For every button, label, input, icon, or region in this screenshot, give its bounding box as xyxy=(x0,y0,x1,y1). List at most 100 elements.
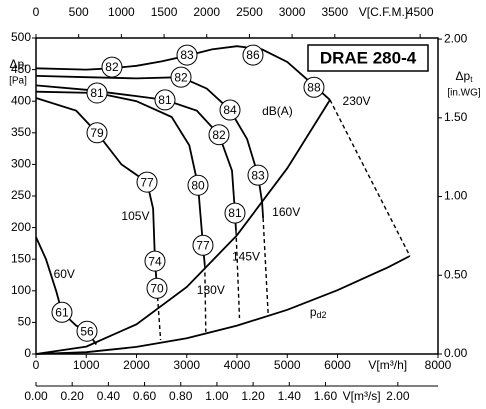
x2-tick-label: 4500 xyxy=(407,5,434,19)
db-marker xyxy=(144,250,166,272)
annotation-text: 230V xyxy=(343,94,371,108)
annotation-text: p xyxy=(310,305,317,319)
x3-tick-label: 2.00 xyxy=(386,389,410,403)
y-tick-label: 100 xyxy=(11,283,31,297)
db-label: 81 xyxy=(90,86,104,100)
curve xyxy=(35,75,264,219)
db-label: 82 xyxy=(174,70,188,84)
db-marker xyxy=(187,174,209,196)
db-label: 83 xyxy=(180,48,194,62)
title-box xyxy=(307,44,429,72)
db-marker xyxy=(176,44,198,66)
x2-tick-label: 3500 xyxy=(321,5,348,19)
db-marker xyxy=(101,56,123,78)
annotation: 130V xyxy=(197,283,225,297)
curve xyxy=(156,297,162,341)
db-marker xyxy=(219,99,241,121)
curve xyxy=(204,265,207,332)
x2-axis-label: V[C.F.M.] xyxy=(359,5,408,19)
x2-tick-label: 2500 xyxy=(236,5,263,19)
db-label: 74 xyxy=(148,254,162,268)
annotation: 60V xyxy=(54,267,75,281)
axis-label-unit: [Pa] xyxy=(9,76,27,87)
x-tick-label: 6000 xyxy=(324,358,351,372)
db-marker xyxy=(170,66,192,88)
curve xyxy=(35,99,331,355)
y-tick-label: 200 xyxy=(11,220,31,234)
db-marker xyxy=(146,277,168,299)
annotation: 105V xyxy=(121,209,149,223)
curve xyxy=(262,218,269,315)
x-tick-label: 0 xyxy=(33,358,40,372)
y2-tick-label: 0.50 xyxy=(444,267,468,281)
annotation-text: 130V xyxy=(197,283,225,297)
x-tick-label: 2000 xyxy=(123,358,150,372)
x3-tick-label: 0.80 xyxy=(169,389,193,403)
x3-tick-label: 0.40 xyxy=(97,389,121,403)
curve xyxy=(35,255,411,355)
annotation-text: dB(A) xyxy=(262,104,293,118)
y-tick-label: 350 xyxy=(11,125,31,139)
chart-title: DRAE 280-4 xyxy=(320,48,417,67)
db-label: 82 xyxy=(212,128,226,142)
curve xyxy=(235,230,241,319)
x2-tick-label: 3000 xyxy=(279,5,306,19)
y-tick-label: 500 xyxy=(11,30,31,44)
annotation-text: 145V xyxy=(232,249,260,263)
curve xyxy=(329,99,411,257)
x2-tick-label: 1000 xyxy=(108,5,135,19)
db-marker xyxy=(224,202,246,224)
db-marker xyxy=(86,82,108,104)
x2-tick-label: 2000 xyxy=(193,5,220,19)
x-tick-label: 5000 xyxy=(274,358,301,372)
db-marker xyxy=(192,234,214,256)
db-label: 80 xyxy=(191,178,205,192)
db-label: 86 xyxy=(246,48,260,62)
y2-tick-label: 0.00 xyxy=(444,346,468,360)
annotation-text: 105V xyxy=(121,209,149,223)
db-marker xyxy=(208,124,230,146)
curve xyxy=(35,90,206,266)
db-label: 83 xyxy=(251,168,265,182)
x-tick-label: 4000 xyxy=(224,358,251,372)
x3-tick-label: 1.00 xyxy=(205,389,229,403)
x3-tick-label: 0.60 xyxy=(133,389,157,403)
db-label: 84 xyxy=(223,103,237,117)
annotation: 230V xyxy=(343,94,371,108)
db-marker xyxy=(303,76,325,98)
y-tick-label: 150 xyxy=(11,251,31,265)
db-label: 81 xyxy=(158,93,172,107)
y2-tick-label: 1.50 xyxy=(444,110,468,124)
x3-axis-label: V[m³/s] xyxy=(343,389,381,403)
db-marker xyxy=(242,44,264,66)
annotation-sub: d2 xyxy=(317,310,327,320)
db-label: 81 xyxy=(228,206,242,220)
x3-tick-label: 0.00 xyxy=(24,389,48,403)
annotation: 160V xyxy=(272,205,300,219)
axis-label-main: Δp xyxy=(10,57,25,71)
y-tick-label: 450 xyxy=(11,62,31,76)
y2-tick-label: 2.00 xyxy=(444,31,468,45)
x2-tick-label: 500 xyxy=(69,5,89,19)
axis-label: Δpt xyxy=(10,57,28,72)
db-marker xyxy=(76,320,98,342)
db-marker xyxy=(154,89,176,111)
x3-tick-label: 1.20 xyxy=(241,389,265,403)
x-axis-label: V[m³/h] xyxy=(368,358,407,372)
db-marker xyxy=(136,171,158,193)
y-tick-label: 50 xyxy=(18,315,32,329)
y-tick-label: 400 xyxy=(11,93,31,107)
db-marker xyxy=(51,301,73,323)
x3-tick-label: 1.40 xyxy=(278,389,302,403)
axis-label-unit: [in.WG] xyxy=(447,88,481,99)
y2-tick-label: 1.00 xyxy=(444,189,468,203)
axis-label: Δpt xyxy=(456,69,474,84)
x-tick-label: 8000 xyxy=(425,358,452,372)
db-label: 70 xyxy=(150,281,164,295)
db-label: 77 xyxy=(196,238,210,252)
x3-tick-label: 1.60 xyxy=(314,389,338,403)
db-label: 61 xyxy=(55,305,69,319)
y-tick-label: 250 xyxy=(11,188,31,202)
db-label: 82 xyxy=(105,60,119,74)
